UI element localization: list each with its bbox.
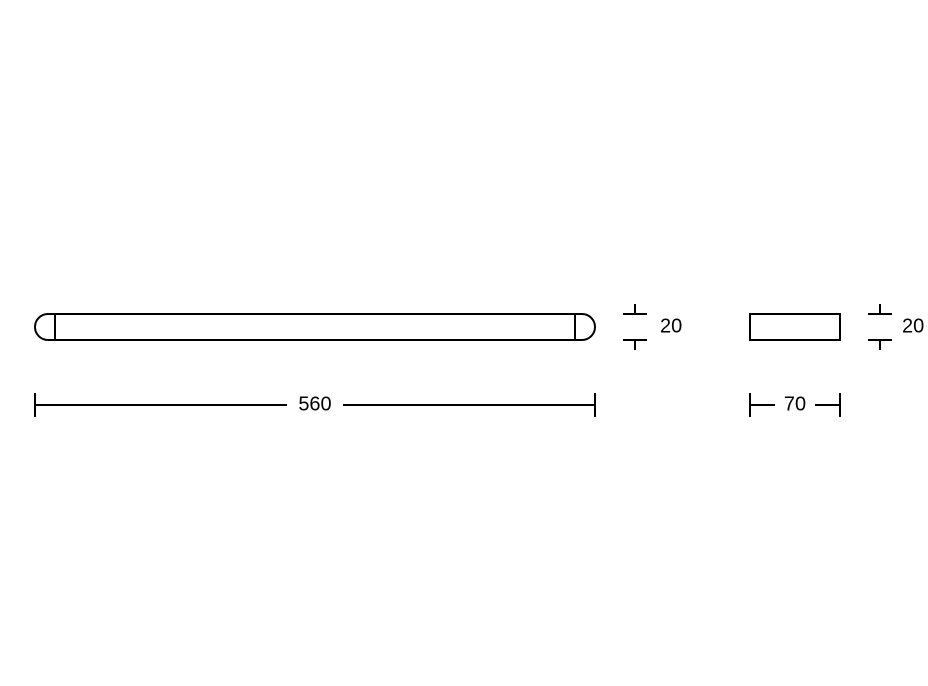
front-width-label: 560 — [298, 393, 331, 415]
front-view-outline — [35, 314, 595, 340]
side-height-tick-bottom — [868, 340, 892, 350]
technical-drawing: 20 560 20 70 — [0, 0, 928, 686]
front-height-tick-bottom — [623, 340, 647, 350]
front-height-tick-top — [623, 304, 647, 314]
side-height-label: 20 — [902, 315, 924, 337]
side-view-outline — [750, 314, 840, 340]
front-height-label: 20 — [660, 315, 682, 337]
side-height-tick-top — [868, 304, 892, 314]
side-width-label: 70 — [784, 393, 806, 415]
